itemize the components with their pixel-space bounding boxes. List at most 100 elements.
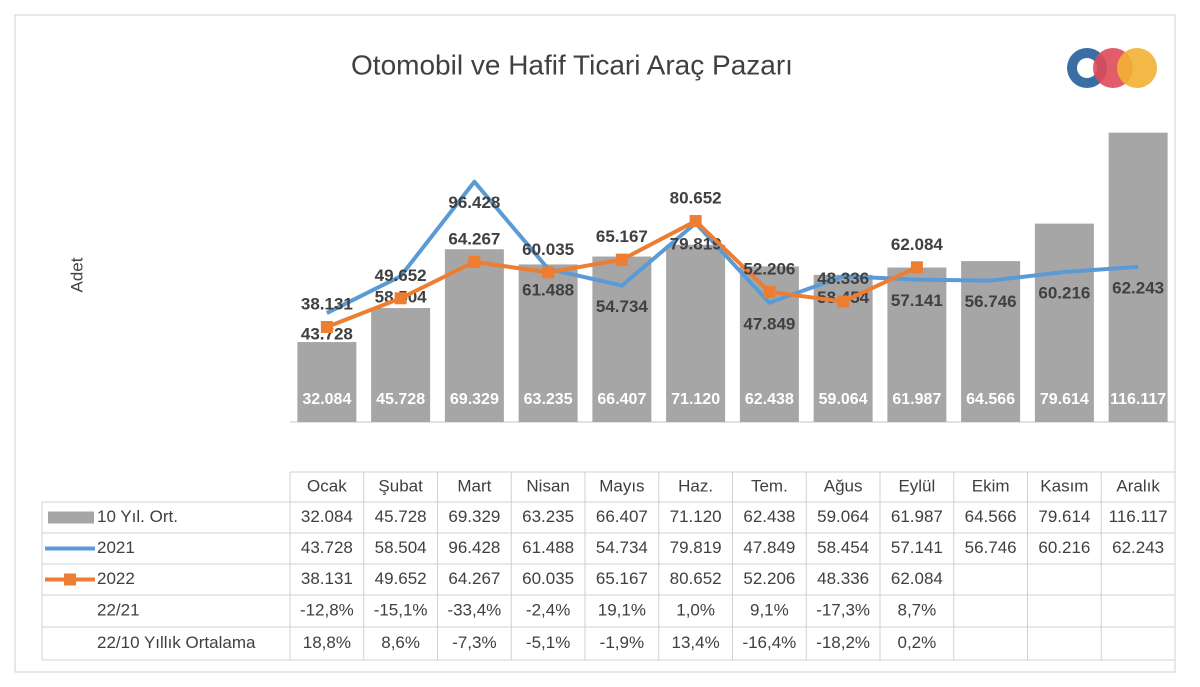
bar — [371, 308, 431, 422]
table-header: Aralık — [1116, 476, 1160, 495]
line-value-label: 65.167 — [596, 227, 648, 246]
table-cell: 49.652 — [375, 569, 427, 588]
bar-value-label: 79.614 — [1040, 391, 1089, 408]
line-value-label: 38.131 — [301, 294, 353, 313]
table-cell: 79.819 — [670, 538, 722, 557]
bar — [1034, 223, 1094, 422]
line-marker — [542, 266, 555, 279]
table-cell: 52.206 — [743, 569, 795, 588]
line-value-label: 96.428 — [448, 193, 500, 212]
table-cell: 54.734 — [596, 538, 648, 557]
table-cell: -1,9% — [600, 633, 644, 652]
legend-swatch — [48, 511, 94, 524]
line-value-label: 54.734 — [596, 297, 649, 316]
row-label: 22/10 Yıllık Ortalama — [97, 633, 256, 652]
table-cell: 64.267 — [448, 569, 500, 588]
table-cell: -5,1% — [526, 633, 570, 652]
line-value-label: 60.035 — [522, 240, 574, 259]
bar-value-label: 62.438 — [745, 391, 794, 408]
table-cell: 66.407 — [596, 507, 648, 526]
table-cell: 0,2% — [898, 633, 937, 652]
table-cell: 62.084 — [891, 569, 943, 588]
table-cell: 64.566 — [965, 507, 1017, 526]
table-header: Mart — [457, 476, 491, 495]
line-marker — [394, 292, 407, 305]
table-header: Ocak — [307, 476, 347, 495]
table-cell: 18,8% — [303, 633, 351, 652]
table-cell: 19,1% — [598, 600, 646, 619]
table-cell: -2,4% — [526, 600, 570, 619]
table-cell: 62.243 — [1112, 538, 1164, 557]
bar-value-label: 32.084 — [302, 391, 351, 408]
line-value-label: 62.084 — [891, 235, 944, 254]
table-cell: 32.084 — [301, 507, 353, 526]
bar-value-label: 64.566 — [966, 391, 1015, 408]
table-cell: 61.488 — [522, 538, 574, 557]
line-value-label: 56.746 — [965, 292, 1017, 311]
legend-label: 10 Yıl. Ort. — [97, 507, 178, 526]
table-cell: 116.117 — [1109, 507, 1168, 526]
line-value-label: 49.652 — [375, 266, 427, 285]
bar — [1108, 132, 1168, 422]
table-cell: 58.504 — [375, 538, 427, 557]
table-cell: 63.235 — [522, 507, 574, 526]
table-cell: 45.728 — [375, 507, 427, 526]
table-cell: 13,4% — [672, 633, 720, 652]
bar — [518, 264, 578, 422]
table-cell: 61.987 — [891, 507, 943, 526]
chart-title: Otomobil ve Hafif Ticari Araç Pazarı — [351, 49, 793, 80]
bar — [297, 342, 357, 422]
bar-value-label: 69.329 — [450, 391, 499, 408]
table-cell: 71.120 — [670, 507, 722, 526]
line-value-label: 48.336 — [817, 269, 869, 288]
bar-value-label: 61.987 — [892, 391, 941, 408]
line-value-label: 57.141 — [891, 291, 943, 310]
table-cell: 57.141 — [891, 538, 943, 557]
line-marker — [837, 295, 850, 308]
table-cell: 65.167 — [596, 569, 648, 588]
line-value-label: 80.652 — [670, 189, 722, 208]
table-cell: -18,2% — [816, 633, 870, 652]
table-cell: 58.454 — [817, 538, 869, 557]
logo-o-hole — [1077, 58, 1097, 78]
table-cell: 56.746 — [965, 538, 1017, 557]
bar — [444, 249, 504, 422]
table-cell: 8,6% — [381, 633, 420, 652]
line-value-label: 47.849 — [743, 314, 795, 333]
table-cell: 62.438 — [743, 507, 795, 526]
legend-label: 2021 — [97, 538, 135, 557]
table-cell: -12,8% — [300, 600, 354, 619]
line-value-label: 79.819 — [670, 235, 722, 254]
series-line — [325, 179, 1139, 315]
line-value-label: 60.216 — [1038, 283, 1090, 302]
y-axis-label: Adet — [67, 257, 86, 292]
table-header: Eylül — [898, 476, 935, 495]
legend-label: 2022 — [97, 569, 135, 588]
table-header: Tem. — [751, 476, 788, 495]
table-cell: 69.329 — [448, 507, 500, 526]
table-cell: 1,0% — [676, 600, 715, 619]
row-label: 22/21 — [97, 600, 140, 619]
legend-marker — [64, 573, 76, 586]
line-value-label: 61.488 — [522, 280, 574, 299]
table-header: Ağus — [824, 476, 863, 495]
table-cell: 43.728 — [301, 538, 353, 557]
table-header: Mayıs — [599, 476, 644, 495]
line-marker — [763, 285, 776, 298]
line-marker — [320, 320, 333, 333]
bar-value-label: 63.235 — [524, 391, 573, 408]
logo — [1067, 48, 1157, 88]
bar — [961, 261, 1021, 422]
line-value-label: 52.206 — [743, 259, 795, 278]
line-value-label: 43.728 — [301, 325, 353, 344]
table-cell: 79.614 — [1038, 507, 1090, 526]
table-header: Kasım — [1040, 476, 1088, 495]
bar-value-label: 116.117 — [1110, 391, 1166, 408]
table-cell: 8,7% — [898, 600, 937, 619]
bar — [666, 244, 726, 422]
table-cell: 60.035 — [522, 569, 574, 588]
line-marker — [910, 261, 923, 274]
line-marker — [615, 253, 628, 266]
table-cell: -7,3% — [452, 633, 496, 652]
line-marker — [468, 255, 481, 268]
